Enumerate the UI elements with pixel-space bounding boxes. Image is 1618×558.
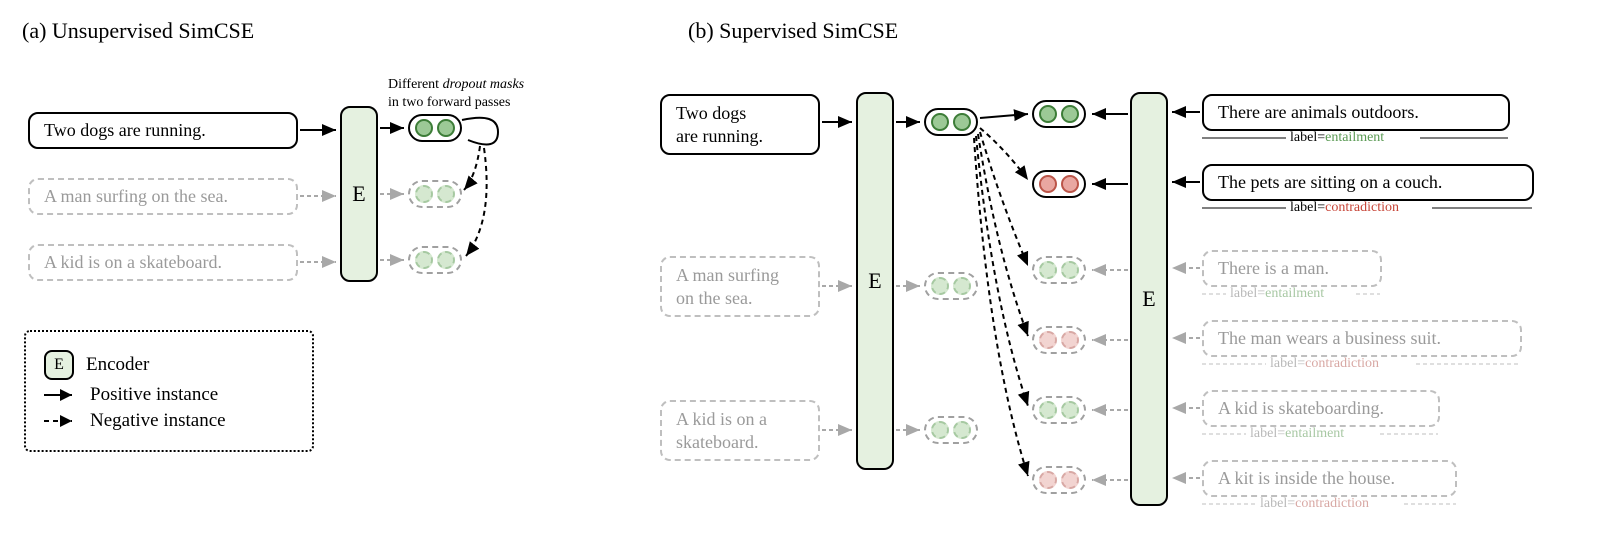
label-b-right-4: label=entailment — [1250, 426, 1344, 442]
sentence-b-left-0: Two dogs are running. — [660, 94, 820, 155]
label-b-right-3: label=contradiction — [1270, 356, 1379, 372]
embedding-b-right-4 — [1032, 396, 1086, 424]
sentence-b-right-5: A kit is inside the house. — [1202, 460, 1457, 497]
sentence-b-left-1: A man surfing on the sea. — [660, 256, 820, 317]
legend-positive-label: Positive instance — [90, 384, 218, 406]
embedding-b-right-1 — [1032, 170, 1086, 198]
sentence-a-1: A man surfing on the sea. — [28, 178, 298, 215]
embedding-b-right-5 — [1032, 466, 1086, 494]
sentence-b-right-3: The man wears a business suit. — [1202, 320, 1522, 357]
embedding-a-1 — [408, 180, 462, 208]
encoder-b-left: E — [856, 92, 894, 470]
sentence-a-2: A kid is on a skateboard. — [28, 244, 298, 281]
sentence-a-0: Two dogs are running. — [28, 112, 298, 149]
label-b-right-1: label=contradiction — [1290, 200, 1399, 216]
sentence-b-right-4: A kid is skateboarding. — [1202, 390, 1440, 427]
embedding-b-left-2 — [924, 416, 978, 444]
title-b: (b) Supervised SimCSE — [688, 18, 898, 44]
embedding-b-right-3 — [1032, 326, 1086, 354]
legend-encoder-label: Encoder — [86, 354, 149, 376]
legend: E Encoder Positive instance Negative inst… — [24, 330, 314, 452]
title-a: (a) Unsupervised SimCSE — [22, 18, 254, 44]
embedding-b-left-0 — [924, 108, 978, 136]
encoder-a: E — [340, 106, 378, 282]
sentence-b-right-2: There is a man. — [1202, 250, 1382, 287]
embedding-b-left-1 — [924, 272, 978, 300]
sentence-b-right-1: The pets are sitting on a couch. — [1202, 164, 1534, 201]
legend-encoder-icon: E — [44, 350, 74, 380]
label-b-right-2: label=entailment — [1230, 286, 1324, 302]
label-b-right-0: label=entailment — [1290, 130, 1384, 146]
embedding-a-2 — [408, 246, 462, 274]
embedding-b-right-0 — [1032, 100, 1086, 128]
encoder-b-right: E — [1130, 92, 1168, 506]
embedding-b-right-2 — [1032, 256, 1086, 284]
caption-dropout: Different dropout masks in two forward p… — [388, 58, 524, 113]
sentence-b-right-0: There are animals outdoors. — [1202, 94, 1510, 131]
legend-negative-label: Negative instance — [90, 410, 226, 432]
embedding-a-0 — [408, 114, 462, 142]
label-b-right-5: label=contradiction — [1260, 496, 1369, 512]
sentence-b-left-2: A kid is on a skateboard. — [660, 400, 820, 461]
